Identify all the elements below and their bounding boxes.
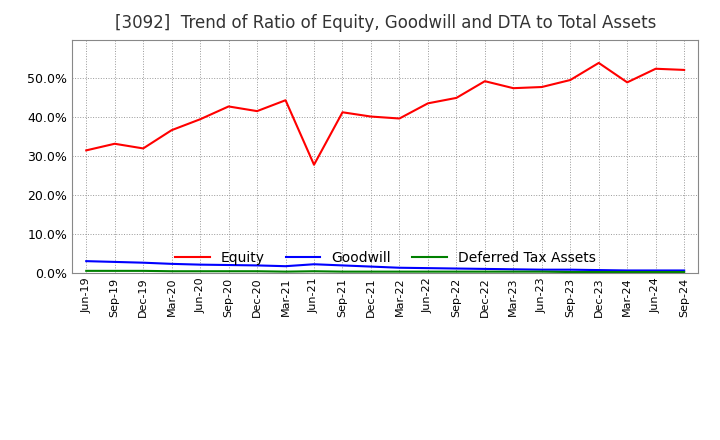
Goodwill xyxy=(139,260,148,265)
Equity xyxy=(452,95,461,100)
Goodwill xyxy=(509,267,518,272)
Equity xyxy=(167,128,176,133)
Goodwill xyxy=(82,258,91,264)
Goodwill xyxy=(110,259,119,264)
Deferred Tax Assets xyxy=(282,269,290,274)
Legend: Equity, Goodwill, Deferred Tax Assets: Equity, Goodwill, Deferred Tax Assets xyxy=(169,246,601,271)
Deferred Tax Assets xyxy=(82,268,91,274)
Goodwill xyxy=(225,262,233,268)
Deferred Tax Assets xyxy=(623,269,631,275)
Equity xyxy=(82,148,91,153)
Goodwill xyxy=(196,262,204,267)
Equity xyxy=(225,104,233,109)
Equity xyxy=(595,60,603,66)
Line: Deferred Tax Assets: Deferred Tax Assets xyxy=(86,271,684,272)
Deferred Tax Assets xyxy=(423,269,432,274)
Deferred Tax Assets xyxy=(395,269,404,274)
Goodwill xyxy=(452,266,461,271)
Deferred Tax Assets xyxy=(310,268,318,274)
Equity xyxy=(537,84,546,90)
Equity xyxy=(566,77,575,83)
Line: Goodwill: Goodwill xyxy=(86,261,684,271)
Equity xyxy=(110,141,119,147)
Goodwill xyxy=(253,263,261,268)
Goodwill xyxy=(652,268,660,273)
Deferred Tax Assets xyxy=(139,268,148,274)
Equity xyxy=(310,162,318,167)
Deferred Tax Assets xyxy=(480,269,489,274)
Deferred Tax Assets xyxy=(253,268,261,274)
Line: Equity: Equity xyxy=(86,63,684,165)
Goodwill xyxy=(310,262,318,267)
Deferred Tax Assets xyxy=(452,269,461,274)
Goodwill xyxy=(537,267,546,272)
Equity xyxy=(395,116,404,121)
Equity xyxy=(139,146,148,151)
Goodwill xyxy=(282,264,290,269)
Deferred Tax Assets xyxy=(338,269,347,274)
Equity xyxy=(282,98,290,103)
Equity xyxy=(366,114,375,119)
Deferred Tax Assets xyxy=(537,269,546,274)
Equity xyxy=(480,79,489,84)
Deferred Tax Assets xyxy=(366,269,375,274)
Equity xyxy=(509,85,518,91)
Equity xyxy=(652,66,660,71)
Goodwill xyxy=(423,265,432,271)
Deferred Tax Assets xyxy=(509,269,518,274)
Deferred Tax Assets xyxy=(652,269,660,275)
Deferred Tax Assets xyxy=(167,268,176,274)
Equity xyxy=(253,109,261,114)
Goodwill xyxy=(623,268,631,273)
Deferred Tax Assets xyxy=(566,269,575,275)
Deferred Tax Assets xyxy=(225,268,233,274)
Goodwill xyxy=(366,264,375,269)
Goodwill xyxy=(480,266,489,271)
Deferred Tax Assets xyxy=(110,268,119,274)
Equity xyxy=(423,101,432,106)
Title: [3092]  Trend of Ratio of Equity, Goodwill and DTA to Total Assets: [3092] Trend of Ratio of Equity, Goodwil… xyxy=(114,15,656,33)
Deferred Tax Assets xyxy=(196,268,204,274)
Deferred Tax Assets xyxy=(680,269,688,275)
Equity xyxy=(680,67,688,73)
Goodwill xyxy=(167,261,176,267)
Goodwill xyxy=(566,267,575,272)
Goodwill xyxy=(395,265,404,271)
Equity xyxy=(623,80,631,85)
Goodwill xyxy=(595,268,603,273)
Equity xyxy=(196,117,204,122)
Goodwill xyxy=(680,268,688,273)
Goodwill xyxy=(338,263,347,268)
Deferred Tax Assets xyxy=(595,269,603,275)
Equity xyxy=(338,110,347,115)
